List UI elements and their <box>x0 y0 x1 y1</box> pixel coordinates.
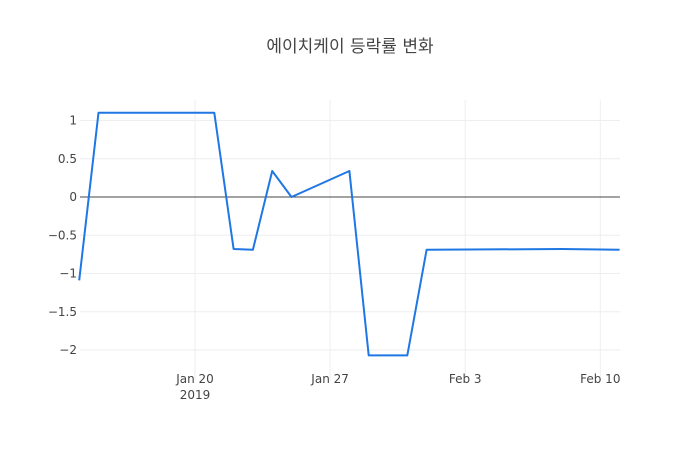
y-tick-label: 1 <box>69 114 77 128</box>
y-tick-label: −1 <box>59 267 77 281</box>
x-tick-label: Jan 20 <box>175 372 214 386</box>
grid-lines <box>80 100 620 380</box>
x-tick-label: Feb 10 <box>580 372 620 386</box>
x-tick-label: Jan 27 <box>310 372 349 386</box>
chart-title: 에이치케이 등락률 변화 <box>266 37 434 57</box>
y-tick-label: −1.5 <box>48 305 77 319</box>
y-tick-label: −0.5 <box>48 228 77 242</box>
x-tick-year: 2019 <box>180 388 211 402</box>
y-axis-ticks: 1 0.5 0 −0.5 −1 −1.5 −2 <box>48 114 77 358</box>
y-tick-label: 0.5 <box>58 152 77 166</box>
x-axis-ticks: Jan 20 2019 Jan 27 Feb 3 Feb 10 <box>175 372 620 402</box>
data-line <box>78 111 620 357</box>
y-tick-label: 0 <box>69 190 77 204</box>
y-tick-label: −2 <box>59 343 77 357</box>
x-tick-label: Feb 3 <box>449 372 482 386</box>
